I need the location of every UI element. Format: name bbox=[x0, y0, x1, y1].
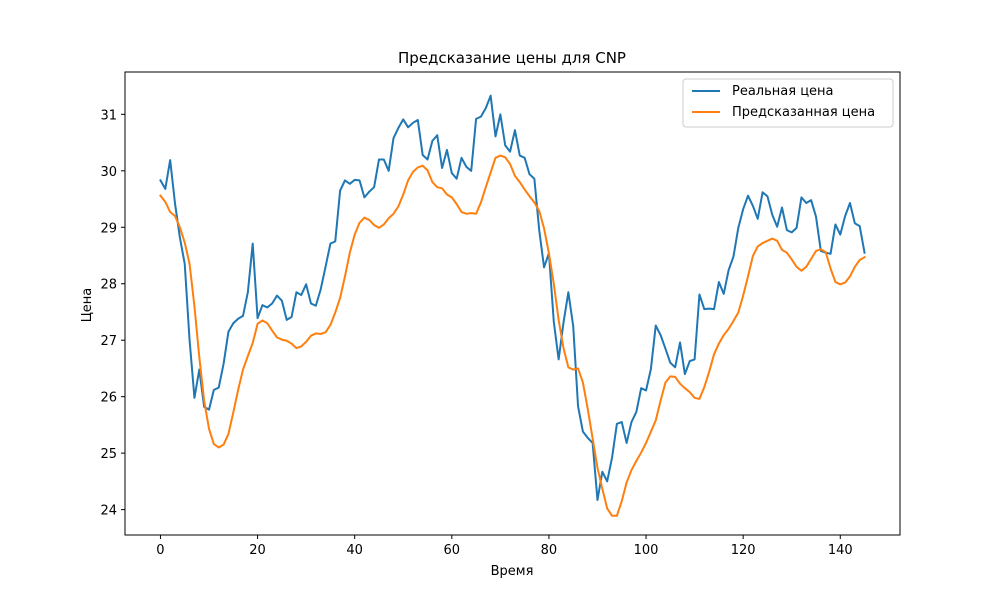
series-lines bbox=[159, 94, 866, 517]
y-axis-label: Цена bbox=[80, 288, 95, 323]
y-tick-label: 26 bbox=[100, 391, 117, 406]
y-tick-label: 29 bbox=[100, 221, 117, 236]
x-tick-label: 100 bbox=[634, 543, 659, 558]
x-tick-label: 60 bbox=[444, 543, 461, 558]
y-tick-label: 28 bbox=[100, 278, 117, 293]
plot-area-frame bbox=[124, 71, 901, 536]
legend-label-real-price: Реальная цена bbox=[732, 84, 834, 99]
chart-title: Предсказание цены для CNP bbox=[398, 49, 626, 67]
x-tick-label: 40 bbox=[346, 543, 363, 558]
y-tick-label: 27 bbox=[100, 334, 117, 349]
predicted-price-line bbox=[159, 154, 866, 517]
legend: Реальная цена Предсказанная цена bbox=[682, 78, 894, 128]
x-tick-label: 80 bbox=[541, 543, 558, 558]
x-tick-label: 140 bbox=[828, 543, 853, 558]
legend-box bbox=[682, 78, 894, 128]
x-tick-label: 120 bbox=[731, 543, 756, 558]
x-tick-label: 20 bbox=[249, 543, 266, 558]
x-tick-label: 0 bbox=[156, 543, 164, 558]
y-tick-label: 24 bbox=[100, 504, 117, 519]
y-tick-label: 25 bbox=[100, 447, 117, 462]
y-tick-label: 30 bbox=[100, 165, 117, 180]
real-price-line bbox=[159, 94, 866, 501]
axis-ticks: 0 20 40 60 80 100 120 140 24 25 26 27 28 29 30 31 bbox=[100, 108, 852, 558]
y-tick-label: 31 bbox=[100, 108, 117, 123]
legend-label-predicted-price: Предсказанная цена bbox=[732, 105, 875, 120]
x-axis-label: Время bbox=[491, 564, 534, 579]
